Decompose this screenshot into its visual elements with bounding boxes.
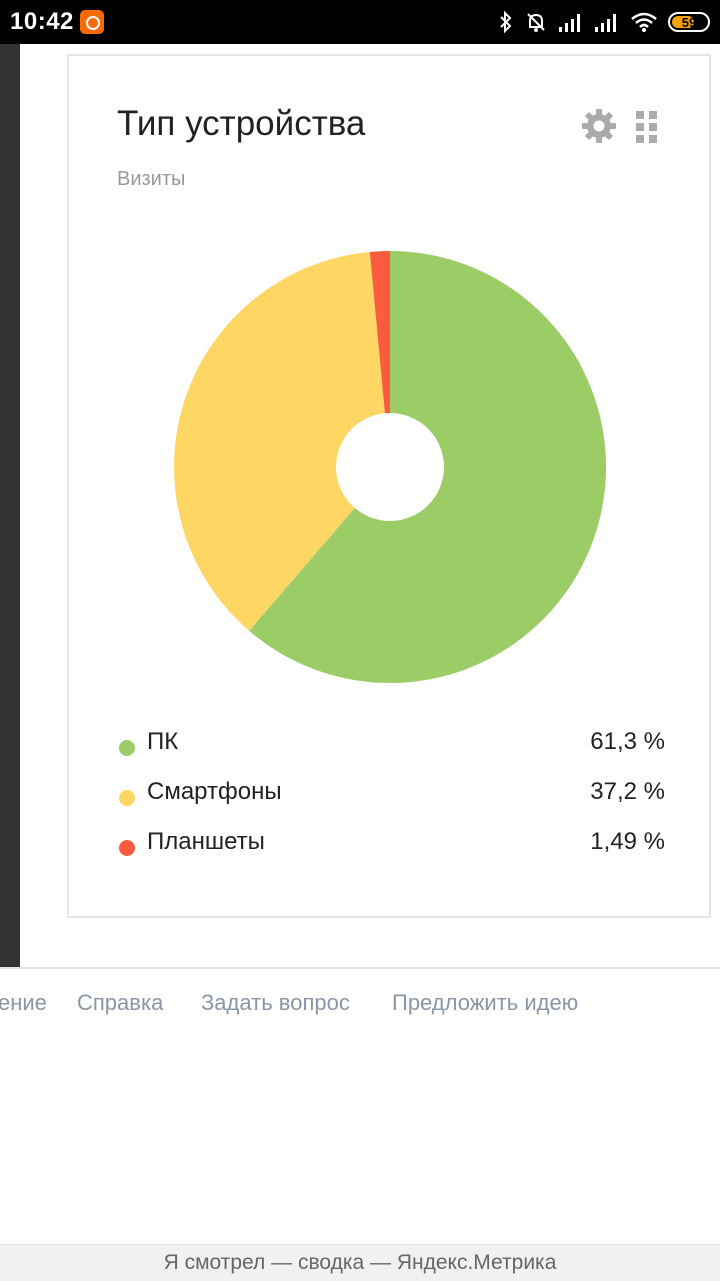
browser-title-bar: Я смотрел — сводка — Яндекс.Метрика (0, 1244, 720, 1281)
footer-link-partial[interactable]: ение (0, 990, 47, 1015)
legend-item[interactable]: Планшеты 1,49 % (117, 824, 665, 874)
grid-icon[interactable] (635, 110, 659, 144)
footer-divider (0, 967, 720, 969)
legend-dot (119, 840, 135, 856)
legend-label: ПК (147, 728, 179, 755)
signal-icon (595, 14, 616, 32)
status-time: 10:42 (10, 8, 74, 35)
wifi-icon (631, 12, 657, 32)
battery-fill (672, 16, 695, 28)
donut-hole (336, 413, 444, 521)
legend-dot (119, 790, 135, 806)
muted-bell-icon (527, 13, 545, 32)
bluetooth-icon (500, 10, 512, 34)
chart-legend: ПК 61,3 % Смартфоны 37,2 % Планшеты 1,49… (117, 724, 665, 874)
footer-link-help[interactable]: Справка (77, 990, 164, 1015)
legend-item[interactable]: ПК 61,3 % (117, 724, 665, 774)
footer-link-ask-question[interactable]: Задать вопрос (201, 990, 350, 1015)
footer-link-suggest-idea[interactable]: Предложить идею (392, 990, 579, 1015)
status-bar: 10:42 59 (0, 0, 720, 44)
app-notification-icon (80, 10, 104, 34)
pie-slice-2[interactable] (174, 251, 390, 631)
page-title: Я смотрел — сводка — Яндекс.Метрика (163, 1251, 557, 1274)
side-drawer-edge[interactable] (0, 44, 20, 968)
legend-label: Смартфоны (147, 778, 282, 805)
legend-dot (119, 740, 135, 756)
device-type-pie-chart (174, 251, 606, 683)
footer-links: ение Справка Задать вопрос Предложить ид… (0, 988, 720, 1020)
widget-subtitle: Визиты (117, 168, 186, 190)
battery-level: 59 (681, 14, 697, 30)
pie-slice-3[interactable] (369, 251, 390, 467)
legend-value: 61,3 % (590, 728, 665, 755)
widget-title: Тип устройства (117, 104, 366, 143)
battery-icon: 59 (668, 12, 710, 32)
legend-item[interactable]: Смартфоны 37,2 % (117, 774, 665, 824)
legend-label: Планшеты (147, 828, 265, 855)
status-icons: 59 (498, 8, 710, 36)
device-type-widget: Тип устройства Визиты ПК 61,3 % Смартфон… (67, 54, 711, 918)
gear-icon[interactable] (581, 108, 617, 144)
legend-value: 1,49 % (590, 828, 665, 855)
legend-value: 37,2 % (590, 778, 665, 805)
signal-icon (559, 14, 580, 32)
